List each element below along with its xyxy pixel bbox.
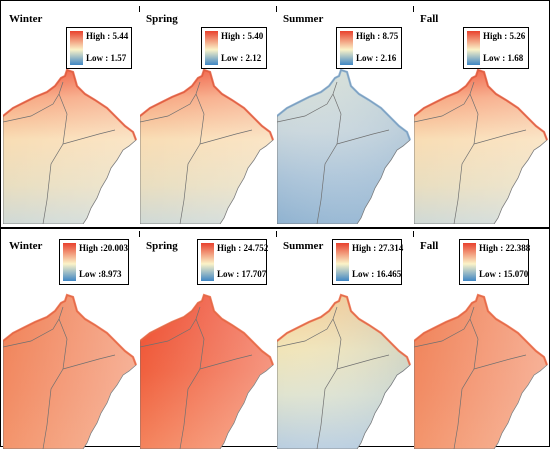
land-shading bbox=[277, 70, 410, 224]
map-panel-summer-row2: Summer bbox=[277, 229, 414, 449]
land-shading bbox=[414, 295, 547, 449]
legend-low-value: Low :8.973 bbox=[79, 269, 122, 279]
legend-high-value: High : 8.75 bbox=[356, 31, 399, 41]
legend-high-value: High : 24.752 bbox=[217, 243, 269, 253]
season-label: Summer bbox=[283, 240, 324, 252]
color-ramp bbox=[340, 31, 353, 65]
value-legend: High :20.003 Low :8.973 bbox=[59, 239, 129, 285]
season-label: Summer bbox=[283, 13, 324, 25]
panel-tick-mark bbox=[139, 231, 140, 237]
panel-tick-mark bbox=[413, 6, 414, 12]
land-shading bbox=[140, 70, 273, 224]
land-shading bbox=[277, 295, 410, 449]
color-ramp bbox=[201, 243, 214, 281]
region-borders bbox=[277, 81, 390, 224]
color-ramp bbox=[467, 31, 480, 65]
oman-map bbox=[140, 68, 275, 224]
coastline bbox=[140, 293, 275, 366]
oman-map bbox=[277, 68, 412, 224]
legend-high-value: High : 5.44 bbox=[86, 31, 129, 41]
region-borders bbox=[140, 81, 253, 224]
map-panel-winter-row2: Winter bbox=[3, 229, 140, 449]
oman-map bbox=[3, 293, 138, 449]
color-ramp bbox=[70, 31, 83, 65]
land-shading bbox=[414, 70, 547, 224]
season-label: Spring bbox=[146, 240, 178, 252]
coastline bbox=[3, 293, 138, 366]
legend-low-value: Low : 2.12 bbox=[221, 53, 262, 63]
coastline bbox=[3, 68, 138, 141]
legend-high-value: High : 5.26 bbox=[483, 31, 526, 41]
value-legend: High : 5.26 Low : 1.68 bbox=[463, 27, 529, 69]
region-borders bbox=[3, 306, 116, 449]
legend-low-value: Low : 15.070 bbox=[479, 269, 529, 279]
region-borders bbox=[3, 81, 116, 224]
panel-tick-mark bbox=[139, 6, 140, 12]
color-ramp bbox=[463, 243, 476, 281]
value-legend: High : 24.752 Low : 17.707 bbox=[197, 239, 269, 285]
legend-low-value: Low : 17.707 bbox=[217, 269, 267, 279]
land-shading bbox=[140, 295, 273, 449]
value-legend: High : 27.314 Low : 16.465 bbox=[332, 239, 404, 285]
coastline bbox=[414, 68, 549, 141]
legend-high-value: High : 27.314 bbox=[352, 243, 404, 253]
land-shading bbox=[3, 295, 136, 449]
map-panel-spring-row2: Spring bbox=[140, 229, 277, 449]
oman-map bbox=[3, 68, 138, 224]
value-legend: High : 22.388 Low : 15.070 bbox=[459, 239, 531, 285]
coastline bbox=[277, 68, 412, 141]
legend-high-value: High :20.003 bbox=[79, 243, 129, 253]
color-ramp bbox=[336, 243, 349, 281]
color-ramp bbox=[205, 31, 218, 65]
season-label: Winter bbox=[9, 240, 43, 252]
map-panel-summer-row1: Summer bbox=[277, 4, 414, 224]
season-label: Winter bbox=[9, 13, 43, 25]
legend-low-value: Low : 1.57 bbox=[86, 53, 127, 63]
region-borders bbox=[140, 306, 253, 449]
color-ramp bbox=[63, 243, 76, 281]
panel-tick-mark bbox=[276, 6, 277, 12]
oman-map bbox=[140, 293, 275, 449]
map-panel-fall-row1: Fall bbox=[414, 4, 550, 224]
legend-high-value: High : 5.40 bbox=[221, 31, 264, 41]
region-borders bbox=[414, 81, 527, 224]
value-legend: High : 5.44 Low : 1.57 bbox=[66, 27, 132, 69]
region-borders bbox=[414, 306, 527, 449]
legend-low-value: Low : 1.68 bbox=[483, 53, 524, 63]
legend-low-value: Low : 16.465 bbox=[352, 269, 402, 279]
map-panel-fall-row2: Fall bbox=[414, 229, 550, 449]
coastline bbox=[140, 68, 275, 141]
season-label: Spring bbox=[146, 13, 178, 25]
row-divider bbox=[1, 227, 549, 229]
legend-low-value: Low : 2.16 bbox=[356, 53, 397, 63]
coastline bbox=[277, 293, 412, 366]
season-label: Fall bbox=[420, 13, 439, 25]
coastline bbox=[414, 293, 549, 366]
oman-map bbox=[414, 68, 549, 224]
value-legend: High : 5.40 Low : 2.12 bbox=[201, 27, 267, 69]
season-label: Fall bbox=[420, 240, 439, 252]
map-panel-spring-row1: Spring bbox=[140, 4, 277, 224]
oman-map bbox=[414, 293, 549, 449]
legend-high-value: High : 22.388 bbox=[479, 243, 531, 253]
oman-map bbox=[277, 293, 412, 449]
panel-tick-mark bbox=[276, 231, 277, 237]
panel-tick-mark bbox=[413, 231, 414, 237]
region-borders bbox=[277, 306, 390, 449]
map-panel-winter-row1: Winter bbox=[3, 4, 140, 224]
value-legend: High : 8.75 Low : 2.16 bbox=[336, 27, 402, 69]
land-shading bbox=[3, 70, 136, 224]
